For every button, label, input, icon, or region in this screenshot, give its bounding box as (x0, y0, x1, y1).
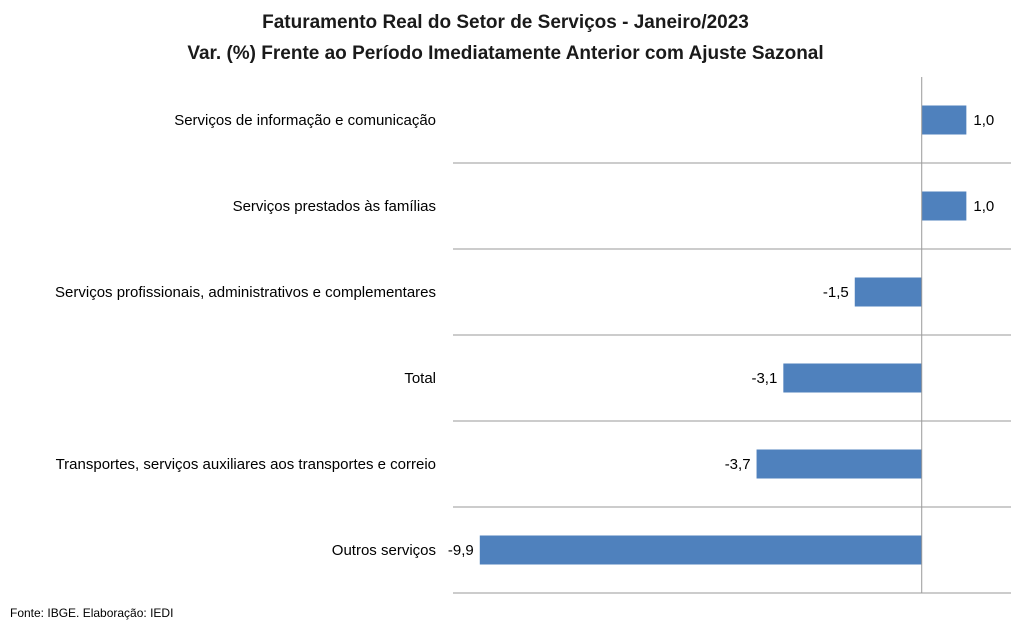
category-label: Total (404, 370, 436, 387)
chart-subtitle: Var. (%) Frente ao Período Imediatamente… (187, 43, 824, 64)
data-label: -3,1 (751, 370, 777, 387)
data-label: 1,0 (973, 198, 994, 215)
bar (756, 449, 922, 479)
source-note: Fonte: IBGE. Elaboração: IEDI (10, 606, 174, 620)
chart-title: Faturamento Real do Setor de Serviços - … (262, 12, 749, 33)
bar (783, 363, 922, 393)
data-label: -9,9 (448, 542, 474, 559)
data-label: 1,0 (973, 112, 994, 129)
category-label: Serviços profissionais, administrativos … (55, 284, 436, 301)
category-label: Outros serviços (332, 542, 436, 559)
category-label: Transportes, serviços auxiliares aos tra… (56, 456, 436, 473)
bar (479, 535, 922, 565)
data-label: -3,7 (725, 456, 751, 473)
data-label: -1,5 (823, 284, 849, 301)
bar (921, 105, 967, 135)
bar (854, 277, 922, 307)
bar (921, 191, 967, 221)
category-label: Serviços prestados às famílias (233, 198, 436, 215)
category-label: Serviços de informação e comunicação (174, 112, 436, 129)
